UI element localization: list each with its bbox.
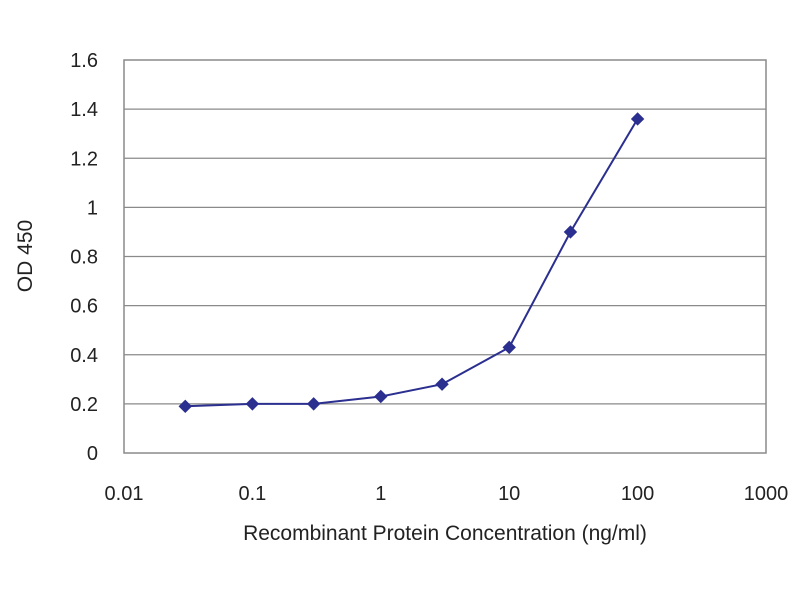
y-tick-label: 0.2 (70, 394, 98, 416)
x-axis-title: Recombinant Protein Concentration (ng/ml… (243, 522, 647, 545)
data-point (245, 397, 260, 411)
y-tick-label: 1.4 (70, 99, 98, 121)
data-point (306, 397, 321, 411)
data-point (502, 340, 516, 355)
data-point (178, 399, 192, 414)
x-tick-label: 0.1 (238, 483, 266, 505)
data-point (435, 377, 449, 391)
x-tick-label: 100 (621, 483, 654, 505)
series-line (185, 118, 639, 408)
y-tick-label: 0.8 (70, 247, 98, 269)
y-axis-title: OD 450 (14, 220, 37, 292)
data-point (630, 112, 645, 126)
x-tick-label: 0.01 (105, 483, 144, 505)
data-point (374, 389, 388, 404)
y-tick-label: 1 (87, 197, 98, 219)
y-tick-label: 1.6 (70, 50, 98, 72)
x-tick-label: 1000 (744, 483, 789, 505)
y-tick-label: 0 (87, 443, 98, 465)
x-tick-label: 10 (498, 483, 520, 505)
x-tick-labels: 0.01 0.1 1 10 100 1000 (105, 483, 789, 505)
x-tick-label: 1 (375, 483, 386, 505)
series-layer (178, 112, 645, 414)
y-tick-labels: 0 0.2 0.4 0.6 0.8 1 1.2 1.4 1.6 (70, 50, 98, 465)
y-tick-label: 0.4 (70, 345, 98, 367)
data-point (563, 225, 578, 239)
y-tick-label: 1.2 (70, 148, 98, 170)
y-tick-label: 0.6 (70, 296, 98, 318)
